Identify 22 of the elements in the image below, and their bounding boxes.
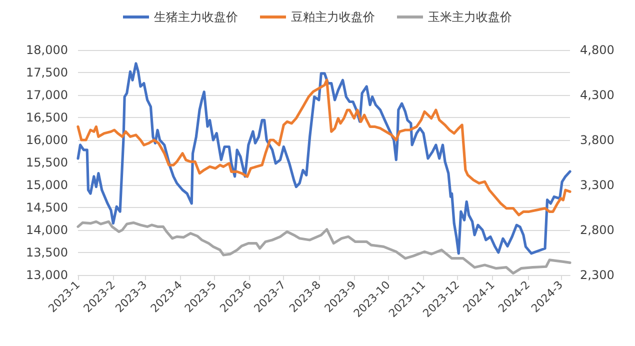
line-series: [76, 62, 572, 255]
y2-tick-label: 4,800: [580, 43, 614, 57]
line-series: [76, 78, 572, 216]
y-tick-label: 13,000: [26, 268, 68, 282]
y-tick-label: 14,000: [26, 223, 68, 237]
y2-tick-label: 2,300: [580, 268, 614, 282]
y-tick-label: 17,500: [26, 66, 68, 80]
y-tick-label: 16,000: [26, 133, 68, 147]
y-tick-label: 14,500: [26, 200, 68, 214]
y2-tick-label: 3,800: [580, 133, 614, 147]
y2-tick-label: 3,300: [580, 178, 614, 192]
legend-label: 生猪主力收盘价: [154, 10, 238, 24]
y2-tick-label: 4,300: [580, 88, 614, 102]
y-tick-label: 15,500: [26, 156, 68, 170]
legend-label: 豆粕主力收盘价: [291, 10, 375, 24]
y-tick-label: 16,500: [26, 110, 68, 124]
legend-label: 玉米主力收盘价: [428, 10, 512, 24]
y-tick-label: 13,500: [26, 246, 68, 260]
y-tick-label: 15,000: [26, 178, 68, 192]
y2-tick-label: 2,800: [580, 223, 614, 237]
y-tick-label: 17,000: [26, 88, 68, 102]
y-tick-label: 18,000: [26, 43, 68, 57]
